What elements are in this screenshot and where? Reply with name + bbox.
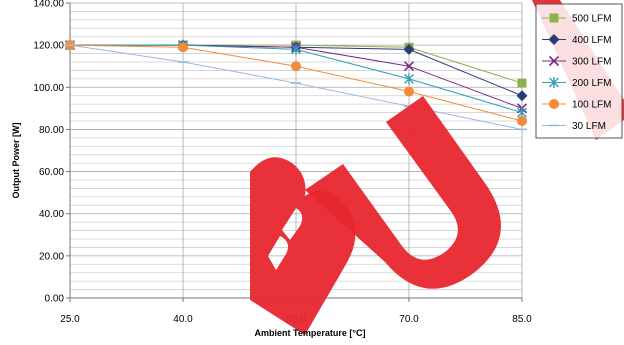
- data-point: [291, 61, 301, 72]
- legend-marker: [548, 34, 560, 45]
- legend-label: 30 LFM: [572, 121, 606, 132]
- x-tick-label: 85.0: [512, 314, 532, 325]
- x-tick-label: 25.0: [60, 314, 80, 325]
- data-point: [404, 86, 414, 97]
- chart-legend: 500 LFM 400 LFM 300 LFM 200 LFM 100 LFM 30 LF…: [535, 3, 623, 139]
- y-tick-label: 0.00: [45, 294, 65, 305]
- legend-label: 100 LFM: [572, 100, 611, 111]
- legend-marker: [548, 55, 560, 67]
- data-point: [516, 90, 528, 102]
- legend-label: 200 LFM: [572, 78, 611, 89]
- legend-item: 500 LFM: [542, 13, 611, 25]
- y-tick-label: 40.00: [39, 209, 64, 220]
- data-point: [517, 116, 527, 126]
- watermark-letter-u: [305, 96, 501, 289]
- chart-series: [64, 39, 528, 131]
- legend-box: [535, 3, 623, 139]
- legend-item: 400 LFM: [542, 34, 611, 46]
- legend-marker: [549, 13, 559, 23]
- legend-item: 30 LFM: [542, 121, 606, 132]
- y-axis-title: Output Power [W]: [11, 123, 21, 199]
- legend-label: 500 LFM: [572, 14, 611, 25]
- y-tick-label: 60.00: [39, 167, 64, 178]
- data-point: [178, 42, 188, 53]
- y-tick-label: 20.00: [39, 251, 64, 262]
- legend-item: 300 LFM: [542, 55, 611, 68]
- data-point: [403, 61, 415, 72]
- data-point: [404, 73, 414, 85]
- data-point: [291, 43, 301, 55]
- x-tick-label: 40.0: [173, 314, 193, 325]
- x-tick-label: 70.0: [399, 314, 419, 325]
- x-axis-title: Ambient Temperature [°C]: [255, 328, 366, 338]
- legend-item: 200 LFM: [542, 77, 611, 89]
- legend-label: 300 LFM: [572, 57, 611, 68]
- legend-marker: [549, 77, 559, 88]
- y-tick-label: 80.00: [39, 125, 64, 136]
- data-point: [403, 43, 415, 55]
- legend-label: 400 LFM: [572, 35, 611, 46]
- y-tick-label: 100.00: [33, 83, 64, 94]
- legend-item: 100 LFM: [542, 99, 611, 111]
- data-point: [517, 78, 527, 88]
- legend-marker: [549, 99, 559, 109]
- y-tick-label: 120.00: [33, 41, 64, 52]
- y-tick-label: 140.00: [33, 0, 64, 10]
